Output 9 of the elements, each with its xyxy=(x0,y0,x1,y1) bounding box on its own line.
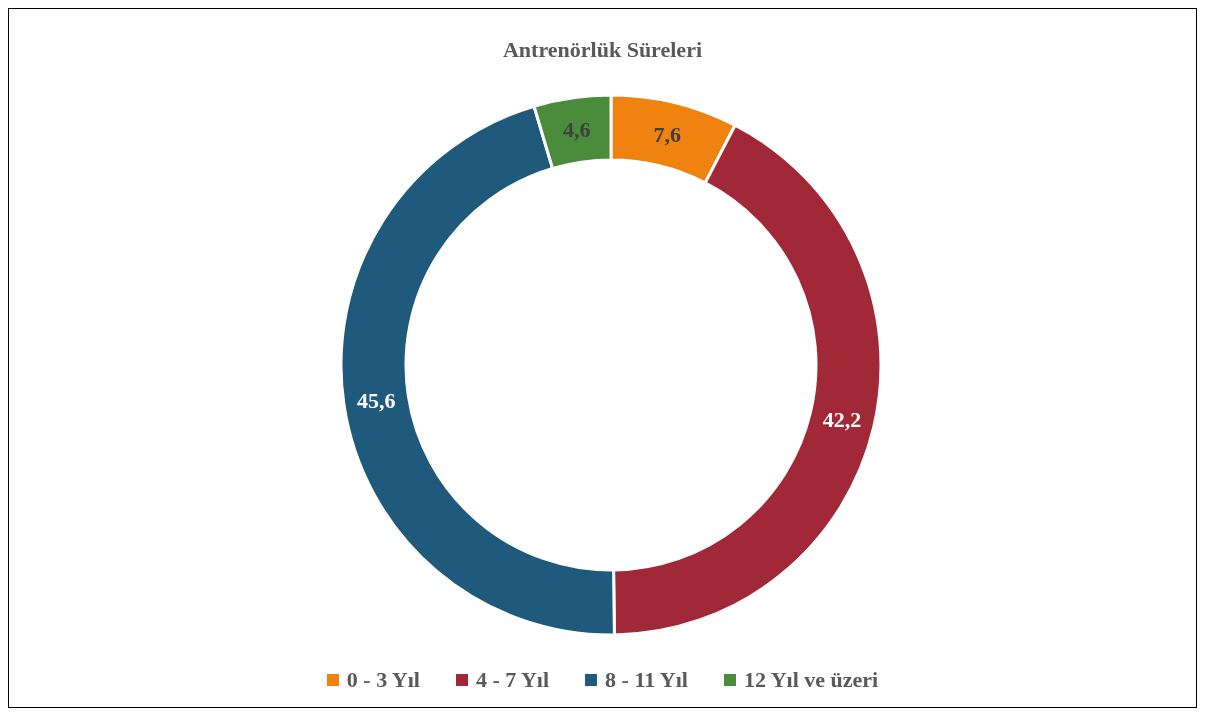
data-label: 42,2 xyxy=(822,407,862,433)
legend-label: 4 - 7 Yıl xyxy=(475,667,550,693)
legend-label: 8 - 11 Yıl xyxy=(605,667,688,693)
data-label: 45,6 xyxy=(356,388,396,414)
legend-label: 0 - 3 Yıl xyxy=(346,667,420,693)
data-label: 7,6 xyxy=(653,121,681,147)
legend-label: 12 Yıl ve üzeri xyxy=(743,667,879,693)
chart-title: Antrenörlük Süreleri xyxy=(502,37,703,63)
data-label: 4,6 xyxy=(563,117,591,143)
